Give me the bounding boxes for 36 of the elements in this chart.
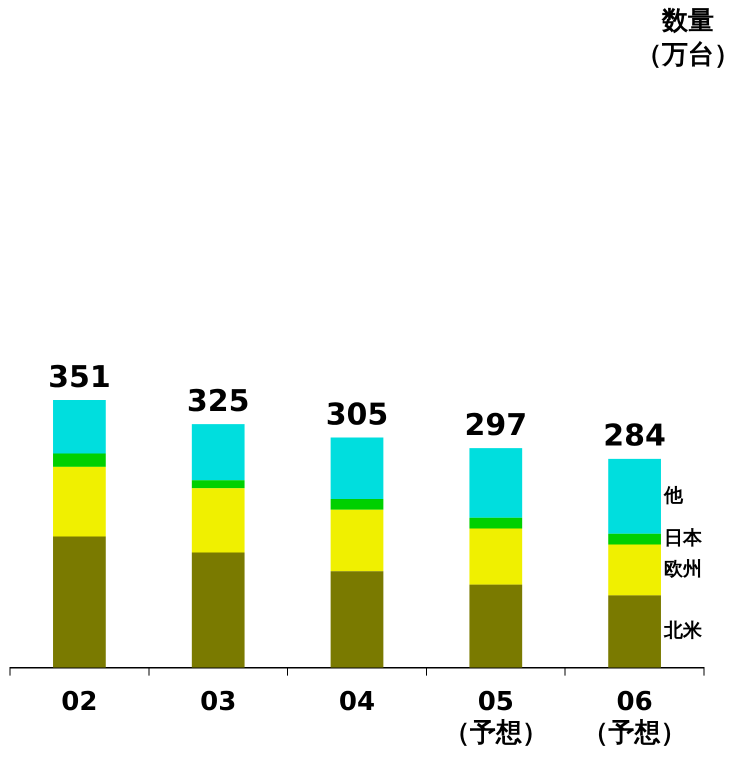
bar: [469, 584, 522, 668]
series-label: 日本: [664, 527, 703, 550]
bar: [469, 528, 522, 585]
bar: [608, 544, 661, 596]
bar: [330, 437, 384, 500]
text: 数量: [660, 5, 715, 38]
annotation: 297: [464, 408, 528, 443]
x-tick-label: 04: [338, 686, 376, 717]
annotation: 305: [326, 397, 388, 432]
bar: [192, 488, 245, 553]
text: （万台）: [636, 39, 740, 72]
bar: [330, 571, 384, 668]
series-label: 北米: [662, 619, 703, 642]
bar: [192, 552, 245, 668]
annotation: 325: [186, 384, 250, 419]
bar: [469, 448, 522, 518]
x-tick-label: 02: [61, 686, 98, 717]
bar: [608, 595, 661, 668]
bar: [192, 480, 245, 488]
x-tick-label: 06 （予想）: [582, 686, 687, 748]
series-label: 欧州: [664, 558, 702, 580]
bar: [330, 510, 384, 572]
series-label: 他: [662, 484, 684, 506]
bar: [469, 518, 522, 528]
bar: [608, 458, 661, 534]
annotation: 284: [603, 418, 666, 454]
bar: [53, 536, 106, 668]
bar: [608, 534, 661, 545]
bar: [330, 499, 384, 510]
bar: [53, 454, 106, 467]
x-tick-label: 03: [200, 686, 236, 717]
annotation: 351: [48, 360, 111, 395]
x-tick-label: 05 （予想）: [444, 686, 548, 748]
bar: [53, 466, 106, 536]
bar: [192, 424, 245, 480]
bar: [53, 400, 106, 454]
